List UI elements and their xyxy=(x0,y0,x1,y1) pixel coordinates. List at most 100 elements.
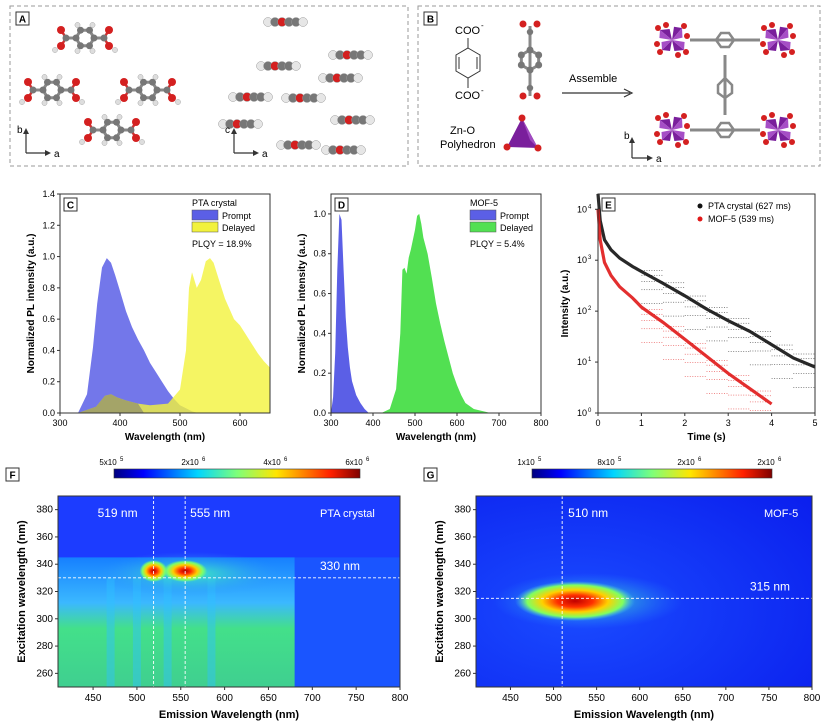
side-atom xyxy=(316,93,326,103)
annotation-330: 330 nm xyxy=(320,559,360,573)
oxygen-atom xyxy=(760,41,766,47)
x-axis-title: Wavelength (nm) xyxy=(396,432,476,443)
x-tick-label: 0 xyxy=(595,418,600,428)
side-molecule-2 xyxy=(328,50,373,60)
panel-e-letter: E xyxy=(605,201,612,212)
oxygen-atom xyxy=(789,139,795,145)
hydrogen-atom xyxy=(74,48,81,54)
oxygen-atom xyxy=(675,142,681,148)
oxygen-atom xyxy=(655,115,661,121)
oxygen-atom xyxy=(654,41,660,47)
side-atom xyxy=(253,119,263,129)
zno-label-line1: Zn-O xyxy=(450,125,476,137)
x-tick-label: 700 xyxy=(491,418,506,428)
carbon-atom xyxy=(77,42,84,50)
hydrogen-atom xyxy=(112,47,118,53)
oxygen-atom xyxy=(657,139,663,145)
y-tick-label: 0.2 xyxy=(42,377,55,387)
colorbar-tick-exp: 6 xyxy=(284,457,288,463)
zn-tetrahedron xyxy=(778,118,789,130)
carbon-atom xyxy=(153,86,161,94)
side-molecule-4 xyxy=(318,73,363,83)
side-molecule-8 xyxy=(218,119,263,129)
oxygen-atom xyxy=(684,33,690,39)
y-tick-label: 0.0 xyxy=(42,408,55,418)
panel-a-axes-2: c a xyxy=(225,125,268,160)
colorbar-tick-base: 2x10 xyxy=(677,458,695,467)
side-atom xyxy=(353,73,363,83)
y-tick-label: 260 xyxy=(454,668,471,679)
zn-tetrahedron xyxy=(672,130,685,140)
side-atom xyxy=(263,92,273,102)
hydrogen-atom xyxy=(56,74,63,80)
side-atom xyxy=(298,17,308,27)
carbon-atom xyxy=(89,126,97,134)
carbon-atom xyxy=(44,78,51,86)
side-molecule-3 xyxy=(256,61,301,71)
y-tick-label: 380 xyxy=(454,505,471,516)
y-tick-label: 0.8 xyxy=(313,249,326,259)
oxygen-atom xyxy=(683,139,689,145)
x-axis-title: Emission Wavelength (nm) xyxy=(574,709,715,721)
colorbar-tick-base: 2x10 xyxy=(757,458,775,467)
panel-a-letter: A xyxy=(19,15,26,26)
axis-label-c-2: c xyxy=(225,125,230,136)
assemble-arrow xyxy=(562,88,634,98)
carbon-atom xyxy=(127,126,135,134)
x-tick-label: 600 xyxy=(631,693,648,704)
zn-tetrahedron xyxy=(672,28,683,40)
pta-ball-stick xyxy=(517,20,543,100)
panel-b-letter-box xyxy=(423,11,438,26)
legend-label-prompt: Prompt xyxy=(500,211,530,221)
y-tick-label: 0.0 xyxy=(313,408,326,418)
zn-node-1 xyxy=(654,22,690,58)
y-tick-label: 1.0 xyxy=(313,209,326,219)
y-tick-label: 340 xyxy=(36,559,53,570)
y-tick-label: 1.2 xyxy=(42,220,55,230)
panel-f-letter: F xyxy=(9,471,15,482)
zn-node-2 xyxy=(760,22,796,58)
linker-ring xyxy=(716,76,734,100)
zn-tetrahedron xyxy=(660,29,672,40)
zn-node-3 xyxy=(654,112,690,148)
hydrogen-atom xyxy=(41,74,48,80)
side-molecule-5 xyxy=(228,92,273,102)
zn-tetrahedron xyxy=(778,130,791,140)
x-tick-label: 700 xyxy=(718,693,735,704)
side-molecule-10 xyxy=(321,145,366,155)
heatmap-streak xyxy=(106,577,115,687)
oxygen-atom xyxy=(681,113,687,119)
hydrogen-atom xyxy=(137,74,144,80)
panel-c-letter-box xyxy=(63,197,78,212)
oxygen-atom xyxy=(24,78,32,86)
panel-b-axes: b a xyxy=(624,131,662,165)
colorbar-tick-exp: 5 xyxy=(120,457,124,463)
linker-ring xyxy=(714,121,736,139)
x-axis-title: Wavelength (nm) xyxy=(125,432,205,443)
heatmap-peak-1 xyxy=(515,581,636,622)
y-tick-exp: 2 xyxy=(588,306,592,312)
oxygen-atom xyxy=(790,123,796,129)
oxygen-atom xyxy=(663,22,669,28)
oxygen-atom xyxy=(787,23,793,29)
zn-tetrahedron xyxy=(672,116,682,130)
y-tick-base: 10 xyxy=(577,357,587,367)
oxygen-atom xyxy=(763,139,769,145)
carbon-atom xyxy=(67,86,75,94)
hydrogen-atom xyxy=(52,47,58,53)
annotation-315: 315 nm xyxy=(750,579,790,593)
oxygen-atom xyxy=(132,134,140,142)
oxygen-atom xyxy=(132,118,140,126)
x-tick-label: 4 xyxy=(769,418,774,428)
colorbar-tick-base: 8x10 xyxy=(597,458,615,467)
panel-a-frame xyxy=(9,5,409,167)
side-molecule-6 xyxy=(281,93,326,103)
side-atom xyxy=(365,115,375,125)
y-axis-title: Normalized PL intensity (a.u.) xyxy=(26,234,37,374)
oxygen-atom xyxy=(763,49,769,55)
oxygen-atom xyxy=(657,49,663,55)
x-tick-label: 600 xyxy=(216,693,233,704)
oxygen-atom xyxy=(681,23,687,29)
oxygen-atom xyxy=(84,134,92,142)
